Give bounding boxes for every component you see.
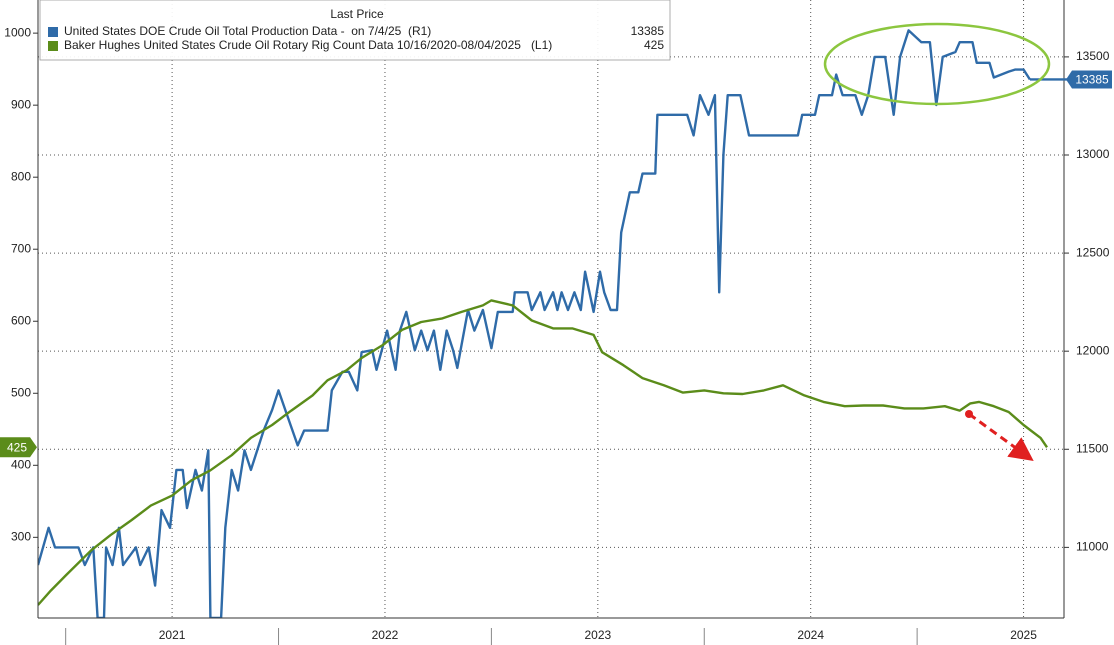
- y2-tick-label: 12500: [1076, 245, 1110, 259]
- series-line: [38, 29, 1031, 618]
- y2-tick-label: 12000: [1076, 343, 1110, 357]
- legend-value: 425: [644, 38, 664, 52]
- legend-swatch: [48, 41, 58, 51]
- y-tick-label: 1000: [4, 25, 31, 39]
- y-tick-label: 900: [11, 97, 31, 111]
- y-tick-label: 800: [11, 169, 31, 183]
- legend-header: Last Price: [330, 7, 384, 21]
- y2-tick-label: 11500: [1076, 441, 1109, 455]
- y-tick-label: 400: [11, 457, 31, 471]
- legend-box: [39, 0, 671, 61]
- trend-arrow: [968, 412, 1034, 462]
- series-line: [38, 299, 1048, 606]
- y-tick-label: 600: [11, 313, 31, 327]
- last-price-tag: [1066, 70, 1112, 89]
- legend-swatch: [48, 27, 58, 37]
- x-tick-label: 2023: [584, 628, 611, 642]
- plot-area: [38, 29, 1048, 618]
- y-tick-label: 300: [11, 530, 31, 544]
- last-price-tag: [0, 437, 37, 458]
- x-tick-label: 2025: [1010, 628, 1037, 642]
- legend-label: United States DOE Crude Oil Total Produc…: [64, 24, 431, 38]
- y-tick-label: 500: [11, 385, 31, 399]
- y2-tick-label: 13500: [1076, 49, 1110, 63]
- x-tick-label: 2021: [159, 628, 186, 642]
- y2-tick-label: 11000: [1076, 540, 1109, 554]
- y2-tick-label: 13000: [1076, 147, 1110, 161]
- highlight-ellipse: [823, 22, 1051, 106]
- x-tick-label: 2022: [372, 628, 399, 642]
- x-tick-label: 2024: [797, 628, 824, 642]
- y-tick-label: 700: [11, 241, 31, 255]
- legend-value: 13385: [631, 24, 665, 38]
- last-price-label: 13385: [1075, 73, 1109, 87]
- legend: Last Price United States DOE Crude Oil T…: [39, 0, 671, 61]
- legend-label: Baker Hughes United States Crude Oil Rot…: [64, 38, 552, 52]
- last-price-label: 425: [7, 440, 27, 454]
